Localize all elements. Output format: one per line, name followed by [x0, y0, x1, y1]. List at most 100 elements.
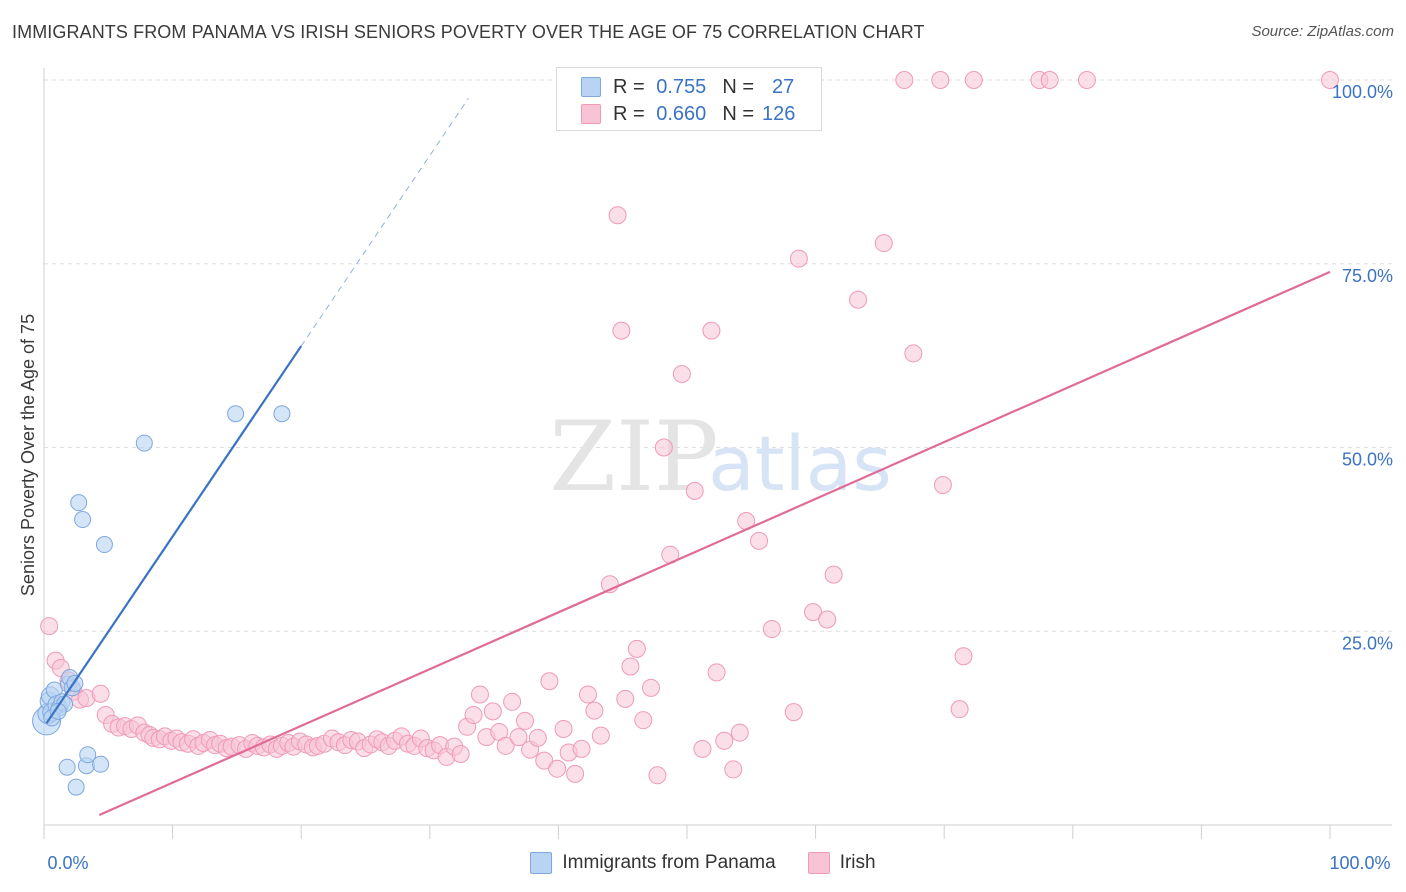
irish-point: [591, 726, 610, 745]
irish-point: [874, 234, 893, 253]
panama-point: [227, 405, 245, 423]
irish-point: [750, 531, 769, 550]
irish-point: [730, 723, 749, 742]
irish-point: [464, 706, 483, 725]
correlation-legend: R = 0.755 N = 27 R = 0.660 N = 126: [556, 67, 822, 131]
irish-point: [578, 685, 597, 704]
irish-point: [548, 759, 567, 778]
irish-point: [715, 731, 734, 750]
irish-point: [931, 71, 950, 89]
irish-point: [503, 692, 522, 711]
y-axis-title: Seniors Poverty Over the Age of 75: [18, 314, 38, 596]
legend-swatch-panama: [530, 852, 553, 874]
irish-point: [509, 728, 528, 747]
legend-n-label: N =: [722, 102, 754, 125]
watermark-atlas: atlas: [708, 419, 892, 508]
irish-point: [621, 657, 640, 676]
irish-point: [1077, 71, 1096, 89]
irish-trendline: [98, 270, 1331, 817]
panama-point: [135, 434, 153, 452]
irish-point: [627, 639, 646, 658]
panama-point: [70, 494, 88, 512]
irish-points: [40, 71, 1339, 785]
irish-point: [483, 702, 502, 721]
legend-row-irish: R = 0.660 N = 126: [581, 101, 795, 127]
irish-point: [933, 475, 952, 494]
irish-point: [818, 610, 837, 629]
irish-point: [685, 481, 704, 500]
legend-r-label: R =: [613, 75, 645, 98]
irish-point: [528, 728, 547, 747]
x-tick-label: 100.0%: [1329, 853, 1390, 873]
irish-point: [1040, 71, 1059, 89]
irish-point: [470, 685, 489, 704]
irish-point: [566, 764, 585, 783]
trendlines: [45, 98, 1331, 817]
panama-point: [74, 511, 92, 529]
irish-point: [496, 736, 515, 755]
legend-item-panama: Immigrants from Panama: [530, 852, 776, 874]
x-tick-label: 0.0%: [47, 853, 88, 873]
irish-point: [572, 739, 591, 758]
irish-point: [824, 565, 843, 584]
y-tick-label: 25.0%: [1342, 633, 1393, 653]
grid-lines: [44, 79, 1392, 632]
irish-point: [608, 206, 627, 225]
series-legend: Immigrants from Panama Irish: [0, 852, 1406, 874]
legend-swatch-panama: [581, 77, 601, 97]
legend-r-value: 0.660: [656, 102, 707, 125]
legend-n-value: 27: [772, 75, 795, 98]
irish-point: [724, 760, 743, 779]
watermark: ZIP atlas: [549, 401, 891, 513]
panama-point: [58, 758, 76, 776]
irish-point: [91, 684, 110, 703]
irish-point: [612, 321, 631, 340]
irish-point: [585, 701, 604, 720]
irish-point: [554, 720, 573, 739]
panama-trendline: [45, 345, 303, 724]
irish-point: [954, 647, 973, 666]
legend-item-irish: Irish: [807, 852, 876, 874]
irish-point: [702, 321, 721, 340]
panama-point: [273, 405, 291, 423]
y-tick-label: 75.0%: [1342, 266, 1393, 286]
panama-point: [49, 702, 67, 720]
irish-point: [654, 438, 673, 457]
chart-title: IMMIGRANTS FROM PANAMA VS IRISH SENIORS …: [12, 22, 925, 42]
irish-point: [648, 766, 667, 785]
irish-point: [849, 290, 868, 309]
source-label: Source: ZipAtlas.com: [1251, 23, 1394, 40]
irish-point: [707, 663, 726, 682]
legend-label-panama: Immigrants from Panama: [562, 852, 776, 873]
panama-point: [95, 536, 113, 554]
legend-r-value: 0.755: [656, 75, 707, 98]
tick-labels: 25.0% 50.0% 75.0% 100.0% 0.0% 100.0%: [47, 82, 1393, 873]
legend-r-label: R =: [613, 102, 645, 125]
panama-point: [79, 746, 97, 764]
irish-point: [535, 751, 554, 770]
legend-swatch-irish: [581, 104, 601, 124]
irish-point: [693, 739, 712, 758]
irish-point: [1321, 71, 1339, 89]
irish-point: [789, 249, 808, 268]
irish-point: [634, 711, 653, 730]
panama-point: [67, 778, 85, 796]
irish-point: [451, 744, 470, 763]
legend-label-irish: Irish: [839, 852, 876, 873]
irish-point: [641, 678, 660, 697]
irish-point: [895, 71, 914, 89]
legend-n-label: N =: [722, 75, 754, 98]
irish-point: [40, 617, 59, 636]
irish-point: [784, 703, 803, 722]
legend-row-panama: R = 0.755 N = 27: [581, 74, 794, 100]
legend-swatch-irish: [807, 852, 830, 874]
irish-point: [904, 344, 923, 363]
irish-point: [950, 700, 969, 719]
irish-point: [616, 689, 635, 708]
irish-point: [762, 620, 781, 639]
panama-trendline-extension: [300, 98, 469, 347]
y-tick-label: 100.0%: [1332, 82, 1393, 102]
y-tick-label: 50.0%: [1342, 450, 1393, 470]
irish-point: [964, 71, 983, 89]
